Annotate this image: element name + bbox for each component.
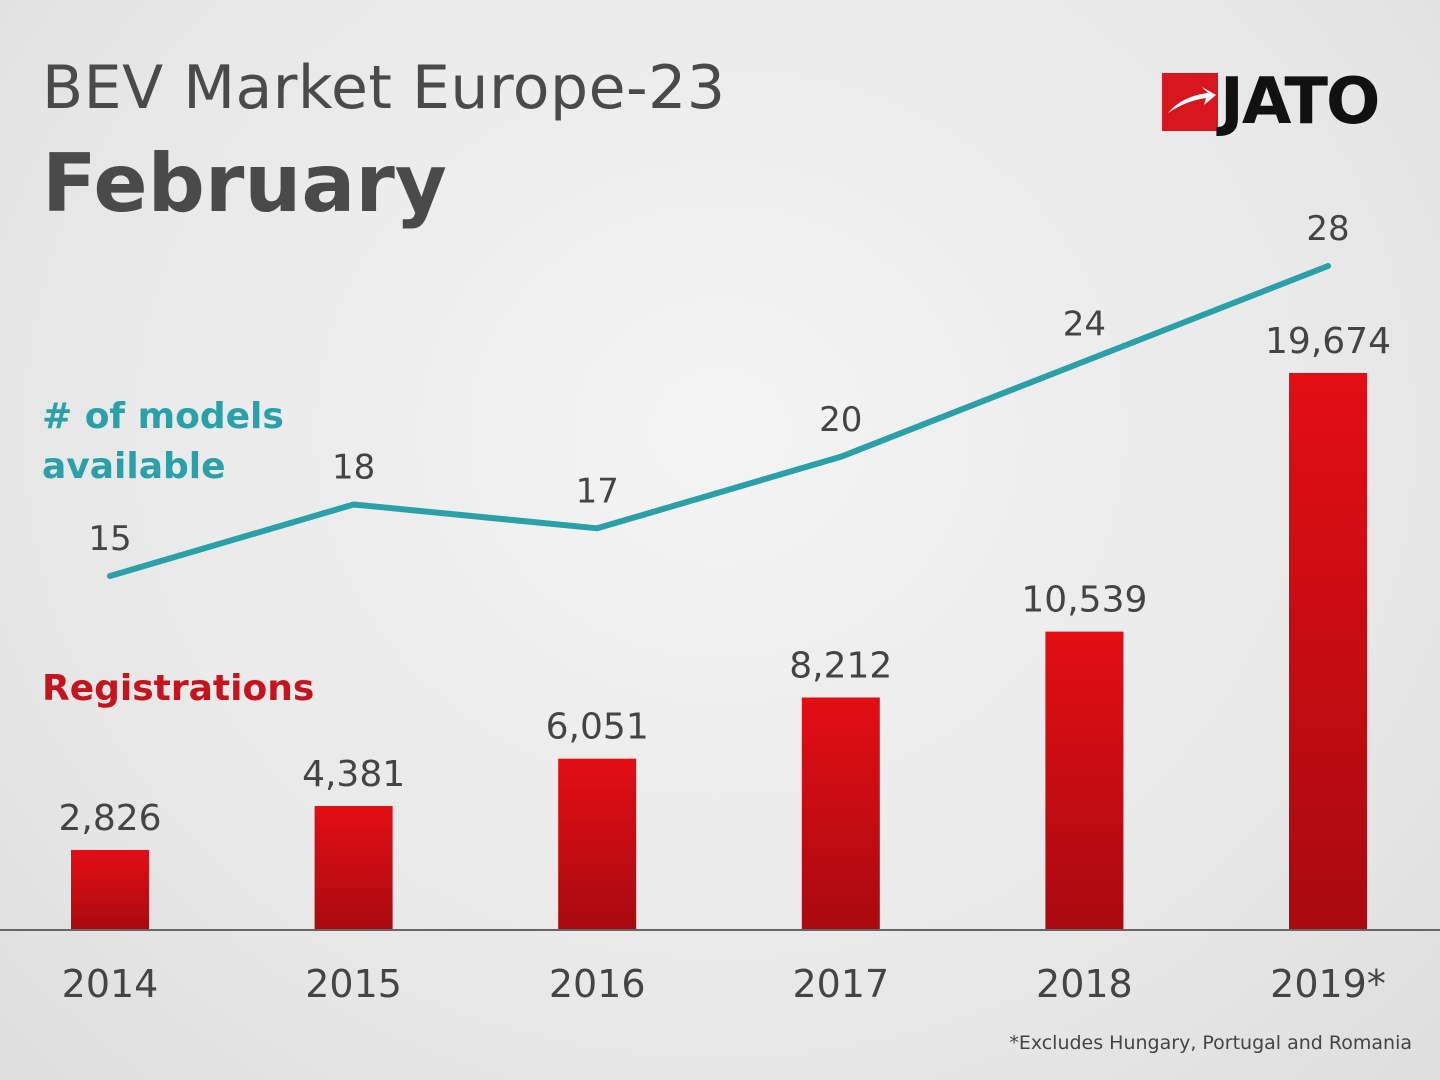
models-series-label: # of models available [42, 396, 284, 487]
bar-2016 [558, 758, 637, 930]
line-label-2018: 24 [1063, 304, 1106, 344]
bar-2018 [1045, 631, 1124, 930]
x-tick-2019: 2019* [1270, 962, 1386, 1006]
title-block: BEV Market Europe-23 February [42, 58, 726, 224]
logo-text: JATO [1220, 65, 1380, 139]
x-tick-2016: 2016 [549, 962, 646, 1006]
chart-title: BEV Market Europe-23 [42, 53, 726, 123]
bar-label-2015: 4,381 [302, 754, 405, 795]
bar-2019 [1289, 373, 1367, 930]
bar-label-2016: 6,051 [546, 707, 649, 748]
x-tick-2014: 2014 [62, 962, 159, 1006]
bar-2017 [801, 697, 880, 930]
bar-label-2014: 2,826 [58, 798, 161, 839]
line-label-2019: 28 [1306, 209, 1349, 249]
footnote: *Excludes Hungary, Portugal and Romania [1009, 1032, 1412, 1054]
line-label-2017: 20 [819, 400, 862, 440]
bar-series [71, 373, 1367, 930]
x-tick-2017: 2017 [792, 962, 889, 1006]
x-tick-2015: 2015 [305, 962, 402, 1006]
bar-label-2018: 10,539 [1021, 580, 1147, 621]
bar-label-2017: 8,212 [789, 646, 892, 687]
bar-2015 [314, 805, 393, 930]
x-axis-ticks: 2014 2015 2016 2017 2018 2019* [62, 962, 1386, 1006]
line-label-2015: 18 [332, 447, 375, 487]
line-value-labels: 15 18 17 20 24 28 [88, 209, 1349, 559]
line-label-2016: 17 [576, 471, 619, 511]
chart-subtitle: February [42, 137, 447, 230]
jato-logo: JATO [1162, 65, 1380, 139]
jato-arrow-icon [1162, 73, 1218, 131]
models-line [107, 263, 1331, 579]
registrations-series-label: Registrations [42, 668, 315, 709]
bar-2014 [71, 849, 149, 930]
line-label-2014: 15 [88, 519, 131, 559]
bar-value-labels: 2,826 4,381 6,051 8,212 10,539 19,674 [58, 321, 1391, 839]
x-tick-2018: 2018 [1036, 962, 1133, 1006]
bar-label-2019: 19,674 [1265, 321, 1391, 362]
